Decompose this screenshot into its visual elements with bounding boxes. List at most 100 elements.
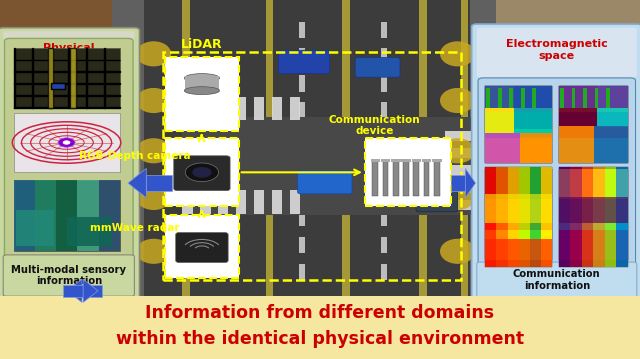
Text: Communication
device: Communication device: [328, 115, 420, 136]
FancyBboxPatch shape: [299, 183, 305, 199]
Polygon shape: [465, 168, 476, 198]
FancyBboxPatch shape: [496, 41, 520, 54]
FancyBboxPatch shape: [99, 113, 118, 126]
FancyBboxPatch shape: [496, 77, 520, 90]
FancyBboxPatch shape: [32, 48, 33, 108]
Ellipse shape: [136, 88, 172, 113]
FancyBboxPatch shape: [582, 167, 593, 267]
FancyBboxPatch shape: [298, 171, 352, 194]
FancyBboxPatch shape: [381, 22, 387, 38]
FancyBboxPatch shape: [48, 48, 53, 108]
Text: LiDAR: LiDAR: [180, 38, 223, 51]
FancyBboxPatch shape: [520, 133, 552, 163]
FancyBboxPatch shape: [606, 88, 610, 108]
FancyBboxPatch shape: [13, 149, 32, 162]
FancyBboxPatch shape: [434, 160, 440, 196]
FancyBboxPatch shape: [485, 86, 552, 108]
FancyBboxPatch shape: [13, 113, 32, 126]
FancyBboxPatch shape: [278, 50, 330, 74]
Text: Multi-modal sensory
information: Multi-modal sensory information: [12, 265, 126, 286]
FancyBboxPatch shape: [13, 41, 32, 54]
Circle shape: [63, 140, 70, 145]
Ellipse shape: [440, 138, 475, 163]
FancyBboxPatch shape: [299, 264, 305, 280]
FancyBboxPatch shape: [14, 95, 120, 96]
FancyBboxPatch shape: [14, 180, 35, 251]
FancyBboxPatch shape: [70, 149, 90, 162]
FancyBboxPatch shape: [381, 210, 387, 226]
FancyBboxPatch shape: [175, 233, 228, 263]
FancyBboxPatch shape: [342, 0, 350, 296]
FancyBboxPatch shape: [485, 86, 514, 133]
FancyBboxPatch shape: [570, 167, 582, 267]
FancyBboxPatch shape: [485, 194, 552, 223]
FancyBboxPatch shape: [472, 24, 640, 301]
FancyBboxPatch shape: [218, 97, 228, 120]
FancyBboxPatch shape: [14, 48, 15, 108]
FancyBboxPatch shape: [566, 149, 591, 162]
FancyBboxPatch shape: [182, 117, 474, 215]
FancyBboxPatch shape: [485, 112, 552, 137]
Text: RGB-Depth camera: RGB-Depth camera: [79, 151, 190, 161]
FancyBboxPatch shape: [254, 97, 264, 120]
FancyBboxPatch shape: [566, 131, 591, 144]
FancyBboxPatch shape: [99, 59, 118, 72]
FancyBboxPatch shape: [42, 41, 61, 54]
FancyBboxPatch shape: [559, 86, 597, 126]
FancyBboxPatch shape: [0, 0, 640, 43]
Text: Communication
information: Communication information: [513, 269, 600, 291]
FancyBboxPatch shape: [381, 237, 387, 253]
Text: within the identical physical environment: within the identical physical environmen…: [116, 330, 524, 348]
FancyBboxPatch shape: [559, 167, 628, 267]
Ellipse shape: [184, 74, 220, 83]
Circle shape: [186, 163, 219, 182]
FancyBboxPatch shape: [272, 97, 282, 120]
FancyBboxPatch shape: [13, 131, 32, 144]
FancyBboxPatch shape: [14, 180, 120, 251]
FancyBboxPatch shape: [290, 97, 300, 120]
FancyBboxPatch shape: [272, 190, 282, 214]
Ellipse shape: [440, 41, 475, 66]
FancyBboxPatch shape: [13, 77, 32, 90]
FancyBboxPatch shape: [42, 77, 61, 90]
FancyBboxPatch shape: [99, 95, 118, 108]
FancyBboxPatch shape: [355, 57, 400, 77]
FancyBboxPatch shape: [531, 95, 556, 108]
FancyBboxPatch shape: [299, 210, 305, 226]
FancyBboxPatch shape: [299, 129, 305, 145]
FancyBboxPatch shape: [412, 159, 421, 162]
FancyBboxPatch shape: [4, 38, 133, 260]
Ellipse shape: [136, 185, 172, 210]
FancyBboxPatch shape: [531, 113, 556, 126]
FancyBboxPatch shape: [445, 165, 472, 176]
FancyBboxPatch shape: [104, 48, 105, 108]
FancyBboxPatch shape: [393, 160, 399, 196]
FancyBboxPatch shape: [299, 102, 305, 118]
FancyBboxPatch shape: [381, 129, 387, 145]
FancyBboxPatch shape: [165, 57, 239, 131]
FancyBboxPatch shape: [419, 0, 427, 296]
FancyBboxPatch shape: [566, 77, 591, 90]
FancyBboxPatch shape: [236, 190, 246, 214]
FancyBboxPatch shape: [496, 131, 520, 144]
FancyBboxPatch shape: [70, 95, 90, 108]
FancyBboxPatch shape: [0, 296, 640, 359]
FancyBboxPatch shape: [566, 113, 591, 126]
FancyBboxPatch shape: [583, 88, 587, 108]
Polygon shape: [128, 168, 147, 198]
FancyBboxPatch shape: [559, 169, 628, 199]
FancyBboxPatch shape: [184, 76, 219, 90]
FancyBboxPatch shape: [0, 0, 141, 296]
FancyBboxPatch shape: [508, 167, 519, 267]
FancyBboxPatch shape: [381, 183, 387, 199]
FancyBboxPatch shape: [254, 190, 264, 214]
FancyBboxPatch shape: [70, 131, 90, 144]
FancyBboxPatch shape: [14, 113, 120, 172]
FancyBboxPatch shape: [99, 180, 120, 251]
FancyBboxPatch shape: [485, 167, 497, 267]
FancyBboxPatch shape: [497, 167, 508, 267]
FancyBboxPatch shape: [496, 95, 520, 108]
FancyBboxPatch shape: [595, 88, 598, 108]
Polygon shape: [83, 279, 98, 302]
FancyBboxPatch shape: [424, 160, 429, 196]
